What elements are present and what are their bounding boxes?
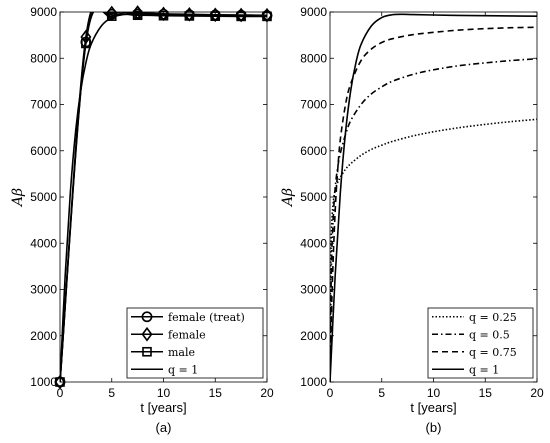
- y-tick-label: 2000: [30, 329, 57, 343]
- y-axis-label: Aβ: [280, 188, 296, 208]
- data-point: [55, 377, 65, 387]
- x-tick-label: 0: [327, 386, 334, 400]
- x-tick-label: 10: [157, 386, 171, 400]
- y-axis-label: Aβ: [10, 188, 26, 208]
- x-tick-label: 0: [57, 386, 64, 400]
- data-point: [81, 38, 91, 49]
- y-tick-label: 7000: [300, 98, 327, 112]
- data-point: [236, 11, 246, 22]
- legend-label: female: [168, 328, 206, 341]
- legend-label: q = 1: [469, 363, 499, 376]
- x-tick-label: 15: [209, 386, 223, 400]
- data-point: [262, 11, 272, 22]
- legend: female (treat) female male q = 1: [126, 307, 264, 379]
- data-point: [210, 11, 221, 21]
- legend-marker: [141, 311, 153, 323]
- y-tick-label: 4000: [300, 236, 327, 250]
- legend-label: q = 0.75: [469, 346, 517, 359]
- data-point: [54, 374, 66, 390]
- legend-label: q = 0.5: [469, 328, 510, 341]
- y-tick-label: 1000: [30, 375, 57, 389]
- legend-label: q = 0.25: [469, 311, 517, 324]
- legend: q = 0.25 q = 0.5 q = 0.75 q = 1: [427, 307, 534, 379]
- legend-label: female (treat): [168, 311, 245, 324]
- y-tick-label: 9000: [300, 5, 327, 19]
- y-tick-label: 5000: [300, 190, 327, 204]
- y-tick-label: 2000: [300, 329, 327, 343]
- data-point: [80, 29, 92, 45]
- data-point: [106, 5, 118, 21]
- legend-label: male: [168, 346, 195, 359]
- panel-label: (a): [156, 420, 172, 435]
- x-tick-label: 5: [378, 386, 385, 400]
- legend-label: q = 1: [168, 363, 198, 376]
- data-point: [158, 10, 169, 21]
- y-tick-label: 3000: [30, 283, 57, 297]
- data-point: [261, 7, 273, 23]
- data-point: [184, 11, 195, 21]
- y-tick-label: 8000: [300, 51, 327, 65]
- legend-box: [126, 307, 264, 379]
- y-tick-label: 7000: [30, 98, 57, 112]
- x-tick-label: 20: [530, 386, 544, 400]
- data-point: [106, 11, 117, 21]
- series-line: [330, 118, 537, 382]
- y-tick-label: 4000: [30, 236, 57, 250]
- legend-marker: [142, 346, 152, 357]
- y-tick-label: 9000: [30, 5, 57, 19]
- chart-panel: 0 5 10 15 20 1000 2000 3000 4000 5000 6000 7000 8000…: [10, 5, 274, 435]
- y-tick-label: 1000: [300, 375, 327, 389]
- x-tick-label: 10: [427, 386, 441, 400]
- x-tick-label: 15: [479, 386, 493, 400]
- y-tick-label: 8000: [30, 51, 57, 65]
- x-tick-label: 5: [108, 386, 115, 400]
- legend-marker: [141, 326, 153, 342]
- x-axis-label: t [years]: [140, 400, 186, 415]
- series-line: [330, 26, 537, 382]
- panel-label: (b): [426, 420, 442, 435]
- y-tick-label: 6000: [300, 144, 327, 158]
- x-tick-label: 20: [260, 386, 274, 400]
- data-point: [132, 10, 143, 21]
- y-tick-label: 5000: [30, 190, 57, 204]
- legend-box: [427, 307, 534, 379]
- chart-panel: 0 5 10 15 20 1000 2000 3000 4000 5000 6000 7000 8000…: [280, 5, 544, 435]
- y-tick-label: 6000: [30, 144, 57, 158]
- plot-area: [330, 13, 537, 382]
- x-axis-label: t [years]: [410, 400, 456, 415]
- series-line: [330, 13, 537, 382]
- y-tick-label: 3000: [300, 283, 327, 297]
